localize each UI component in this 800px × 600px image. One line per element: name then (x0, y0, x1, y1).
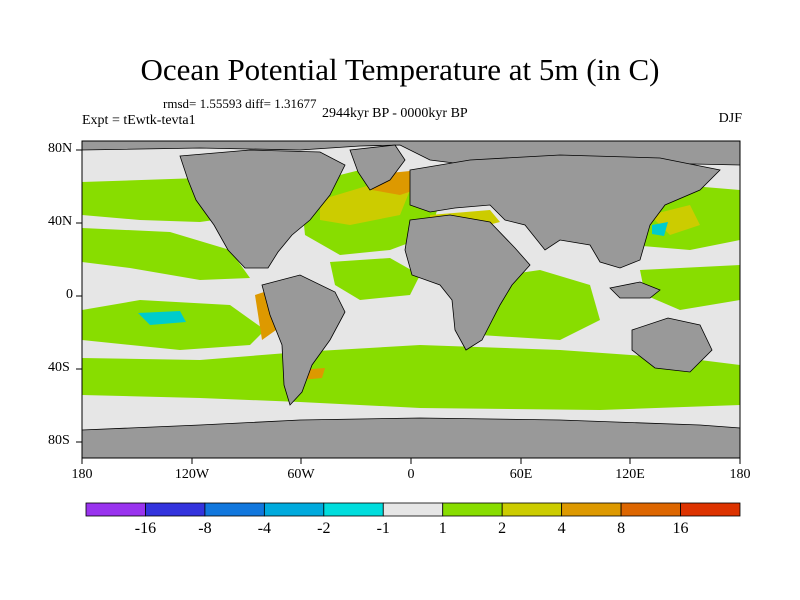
colorbar-label: 16 (672, 520, 689, 537)
cyan-patch-south-pacific (138, 311, 186, 325)
colorbar-label: 8 (617, 520, 626, 537)
colorbar-swatch-2 (204, 502, 265, 517)
lon-ticks (81, 458, 741, 464)
indonesia (609, 281, 661, 299)
colorbar-swatch-4 (323, 502, 384, 517)
colorbar-label: 2 (498, 520, 507, 537)
colorbar-label: -8 (198, 520, 212, 537)
lon-label-60w: 60W (287, 467, 315, 482)
rmsd-diff-stats: rmsd= 1.55593 diff= 1.31677 (163, 96, 317, 111)
map-title: Ocean Potential Temperature at 5m (in C) (140, 52, 660, 87)
yellow-patch-gulf-stream (320, 185, 410, 225)
colorbar-label: -16 (134, 520, 157, 537)
green-band-southern-ocean (82, 345, 740, 410)
green-band-central-pacific (82, 228, 250, 280)
colorbar (85, 502, 741, 517)
greenland (349, 144, 406, 191)
colorbar-label: -1 (376, 520, 390, 537)
colorbar-swatch-5 (382, 502, 444, 517)
lon-label-180w: 180 (71, 467, 93, 482)
colorbar-swatch-1 (145, 502, 206, 517)
colorbar-label: -4 (257, 520, 272, 537)
green-band-equatorial-atlantic (330, 258, 420, 300)
colorbar-swatch-10 (680, 502, 741, 517)
europe-asia (409, 154, 721, 269)
colorbar-swatch-6 (442, 502, 503, 517)
lon-label-60e: 60E (509, 467, 533, 482)
lat-label-80s: 80S (48, 433, 70, 448)
lon-label-0: 0 (407, 467, 415, 482)
experiment-label: Expt = tEwtk-tevta1 (82, 113, 196, 128)
lon-label-120w: 120W (174, 467, 210, 482)
south-america (261, 274, 346, 406)
australia (631, 317, 713, 373)
land-masses (81, 140, 741, 459)
lon-label-180e: 180 (729, 467, 751, 482)
colorbar-label: 1 (438, 520, 447, 537)
colorbar-label: 4 (557, 520, 566, 537)
lat-label-0: 0 (66, 287, 73, 302)
colorbar-swatch-8 (561, 502, 622, 517)
green-band-tropical-west-pacific (640, 265, 740, 310)
colorbar-swatch-3 (263, 502, 325, 517)
cyan-patch-japan (652, 222, 668, 236)
period-label: 2944kyr BP - 0000kyr BP (322, 106, 468, 121)
colorbar-swatch-7 (501, 502, 563, 517)
north-america (179, 149, 346, 269)
green-band-south-pacific (82, 300, 265, 350)
lat-ticks (76, 149, 82, 443)
lat-label-80n: 80N (48, 141, 73, 156)
season-label: DJF (718, 111, 742, 126)
lat-label-40n: 40N (48, 214, 73, 229)
colorbar-swatch-9 (620, 502, 681, 517)
colorbar-label: -2 (317, 520, 331, 537)
lon-label-120e: 120E (615, 467, 645, 482)
colorbar-swatch-0 (85, 502, 146, 517)
africa (404, 214, 531, 351)
lat-label-40s: 40S (48, 360, 70, 375)
